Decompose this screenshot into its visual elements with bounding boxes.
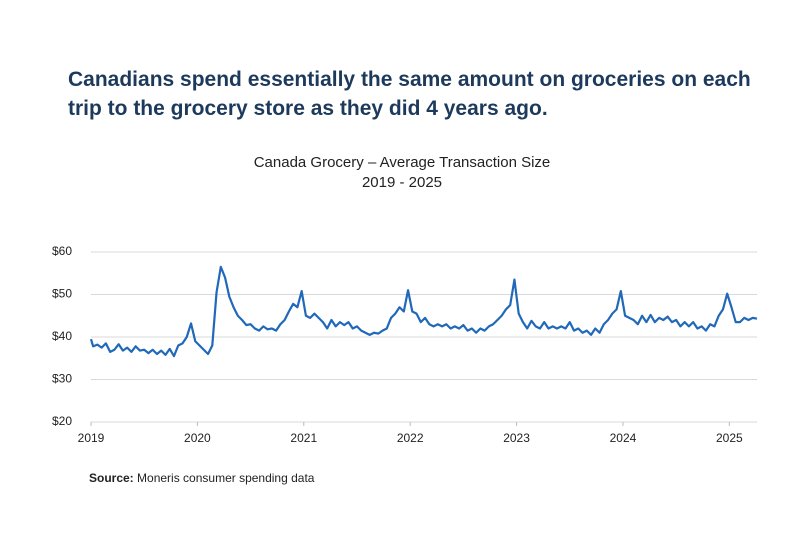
chart-title: Canadians spend essentially the same amo… (68, 68, 751, 120)
x-tick-label: 2022 (397, 431, 424, 445)
source-text: Moneris consumer spending data (137, 471, 315, 485)
x-tick-label: 2023 (503, 431, 530, 445)
x-tick-label: 2019 (78, 431, 105, 445)
y-tick-label: $30 (52, 372, 72, 386)
y-tick-label: $40 (52, 329, 72, 343)
y-tick-label: $50 (52, 287, 72, 301)
x-tick-label: 2025 (716, 431, 743, 445)
title-line: trip to the grocery store as they did 4 … (68, 97, 548, 120)
y-tick-label: $20 (52, 414, 72, 428)
x-tick-label: 2021 (290, 431, 317, 445)
chart-subtitle: Canada Grocery – Average Transaction Siz… (254, 154, 551, 171)
title-line: Canadians spend essentially the same amo… (68, 68, 751, 91)
y-tick-label: $60 (52, 244, 72, 258)
chart-subtitle: 2019 - 2025 (362, 174, 442, 191)
data-line (89, 265, 758, 358)
x-tick-label: 2024 (610, 431, 637, 445)
source: Source: Moneris consumer spending data (89, 471, 315, 485)
source-label: Source: (89, 471, 134, 485)
x-tick-label: 2020 (184, 431, 211, 445)
